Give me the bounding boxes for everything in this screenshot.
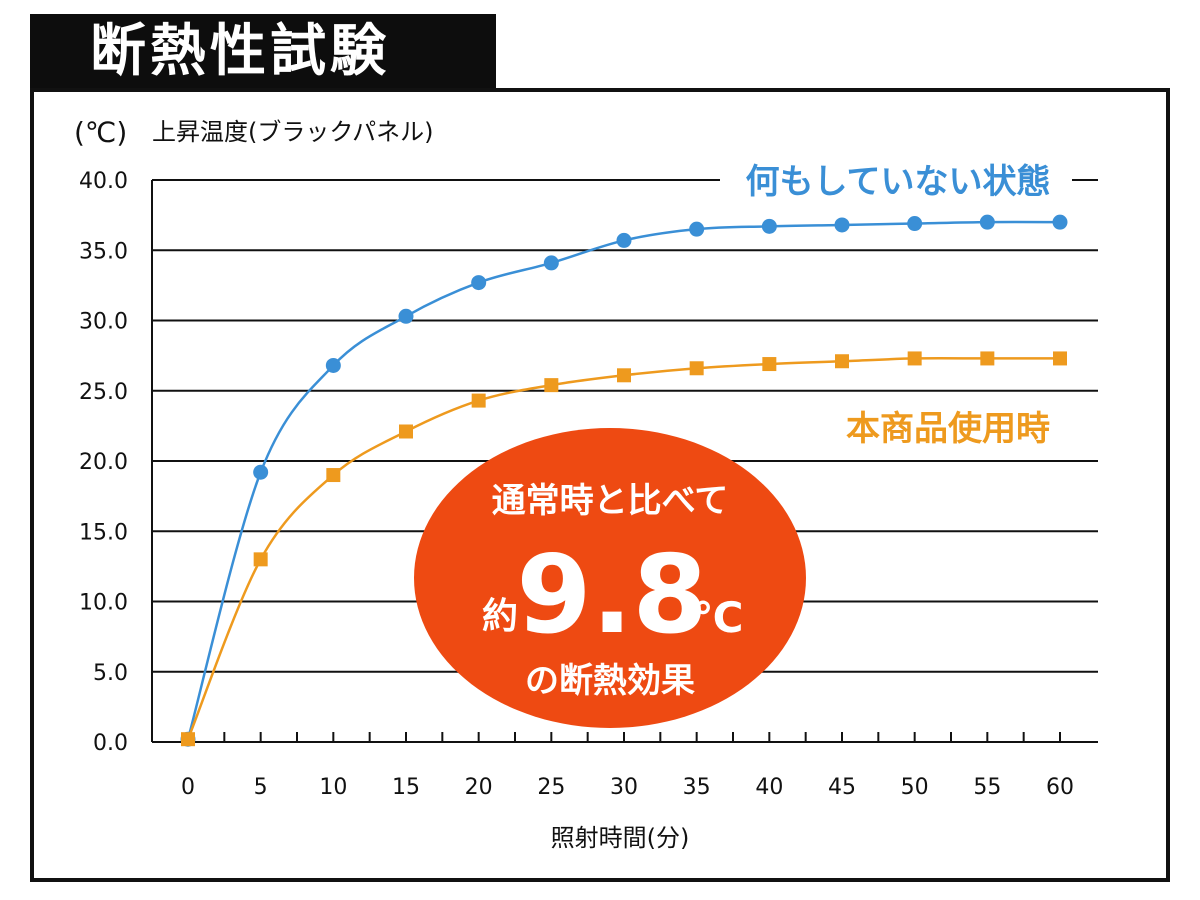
series-2-point [399,424,413,439]
series-2-point [253,552,268,567]
series-2-point [835,354,849,369]
x-axis-title: 照射時間(分) [551,824,690,852]
series-1-point [761,218,777,234]
y-tick-label: 15.0 [79,520,128,545]
series-1-point [907,216,923,232]
y-tick-label: 40.0 [79,169,128,194]
series-1-point [543,255,559,271]
x-tick-label: 45 [828,775,856,800]
series-1-point [325,357,341,373]
series-2-label: 本商品使用時 [846,409,1050,449]
x-tick-label: 55 [973,775,1001,800]
callout-prefix: 約 [482,596,518,637]
y-tick-label: 20.0 [79,450,128,475]
y-tick-label: 35.0 [79,239,128,264]
x-tick-label: 0 [181,775,195,800]
series-1-point [253,464,269,480]
x-tick-label: 35 [683,775,711,800]
y-tick-label: 10.0 [79,591,128,616]
callout-ellipse [414,428,806,728]
y-tick-label: 30.0 [79,310,128,335]
y-tick-label: 5.0 [93,661,128,686]
x-tick-label: 5 [254,775,268,800]
series-1-point [689,221,705,237]
callout-line1: 通常時と比べて [492,481,729,521]
series-2-point [326,468,341,483]
x-tick-label: 20 [465,775,493,800]
series-1-label: 何もしていない状態 [746,162,1051,202]
x-tick-label: 50 [901,775,929,800]
series-1-point [471,275,487,291]
y-tick-label: 25.0 [79,380,128,405]
series-2-point [762,357,777,372]
series-2-point [617,368,631,383]
page-title: 断熱性試験 [30,14,496,92]
series-2-point [471,393,486,408]
series-1-point [834,217,850,233]
chart-frame [30,88,1170,882]
y-unit-label: (℃) [74,116,127,149]
series-1-point [398,308,414,324]
series-line-1 [186,220,1061,740]
series-1-point [1052,214,1068,230]
x-tick-label: 60 [1046,775,1074,800]
x-tick-label: 10 [319,775,347,800]
y-tick-label: 0.0 [93,731,128,756]
callout-line3: の断熱効果 [525,661,695,701]
x-tick-label: 15 [392,775,420,800]
callout-value: 9.8 [516,533,707,658]
x-tick-label: 25 [537,775,565,800]
series-1-label-bg [720,160,1072,200]
x-tick-label: 30 [610,775,638,800]
series-2-point [181,732,195,747]
series-2-point [689,361,704,376]
x-tick-label: 40 [755,775,783,800]
y-axis-title: 上昇温度(ブラックパネル) [152,118,434,146]
series-2-point [1053,351,1067,366]
series-1-point [616,232,632,248]
series-2-point [980,351,995,366]
series-2-point [907,351,922,366]
series-1-point [979,214,995,230]
callout-unit: ℃ [693,593,744,642]
series-2-point [544,378,559,393]
